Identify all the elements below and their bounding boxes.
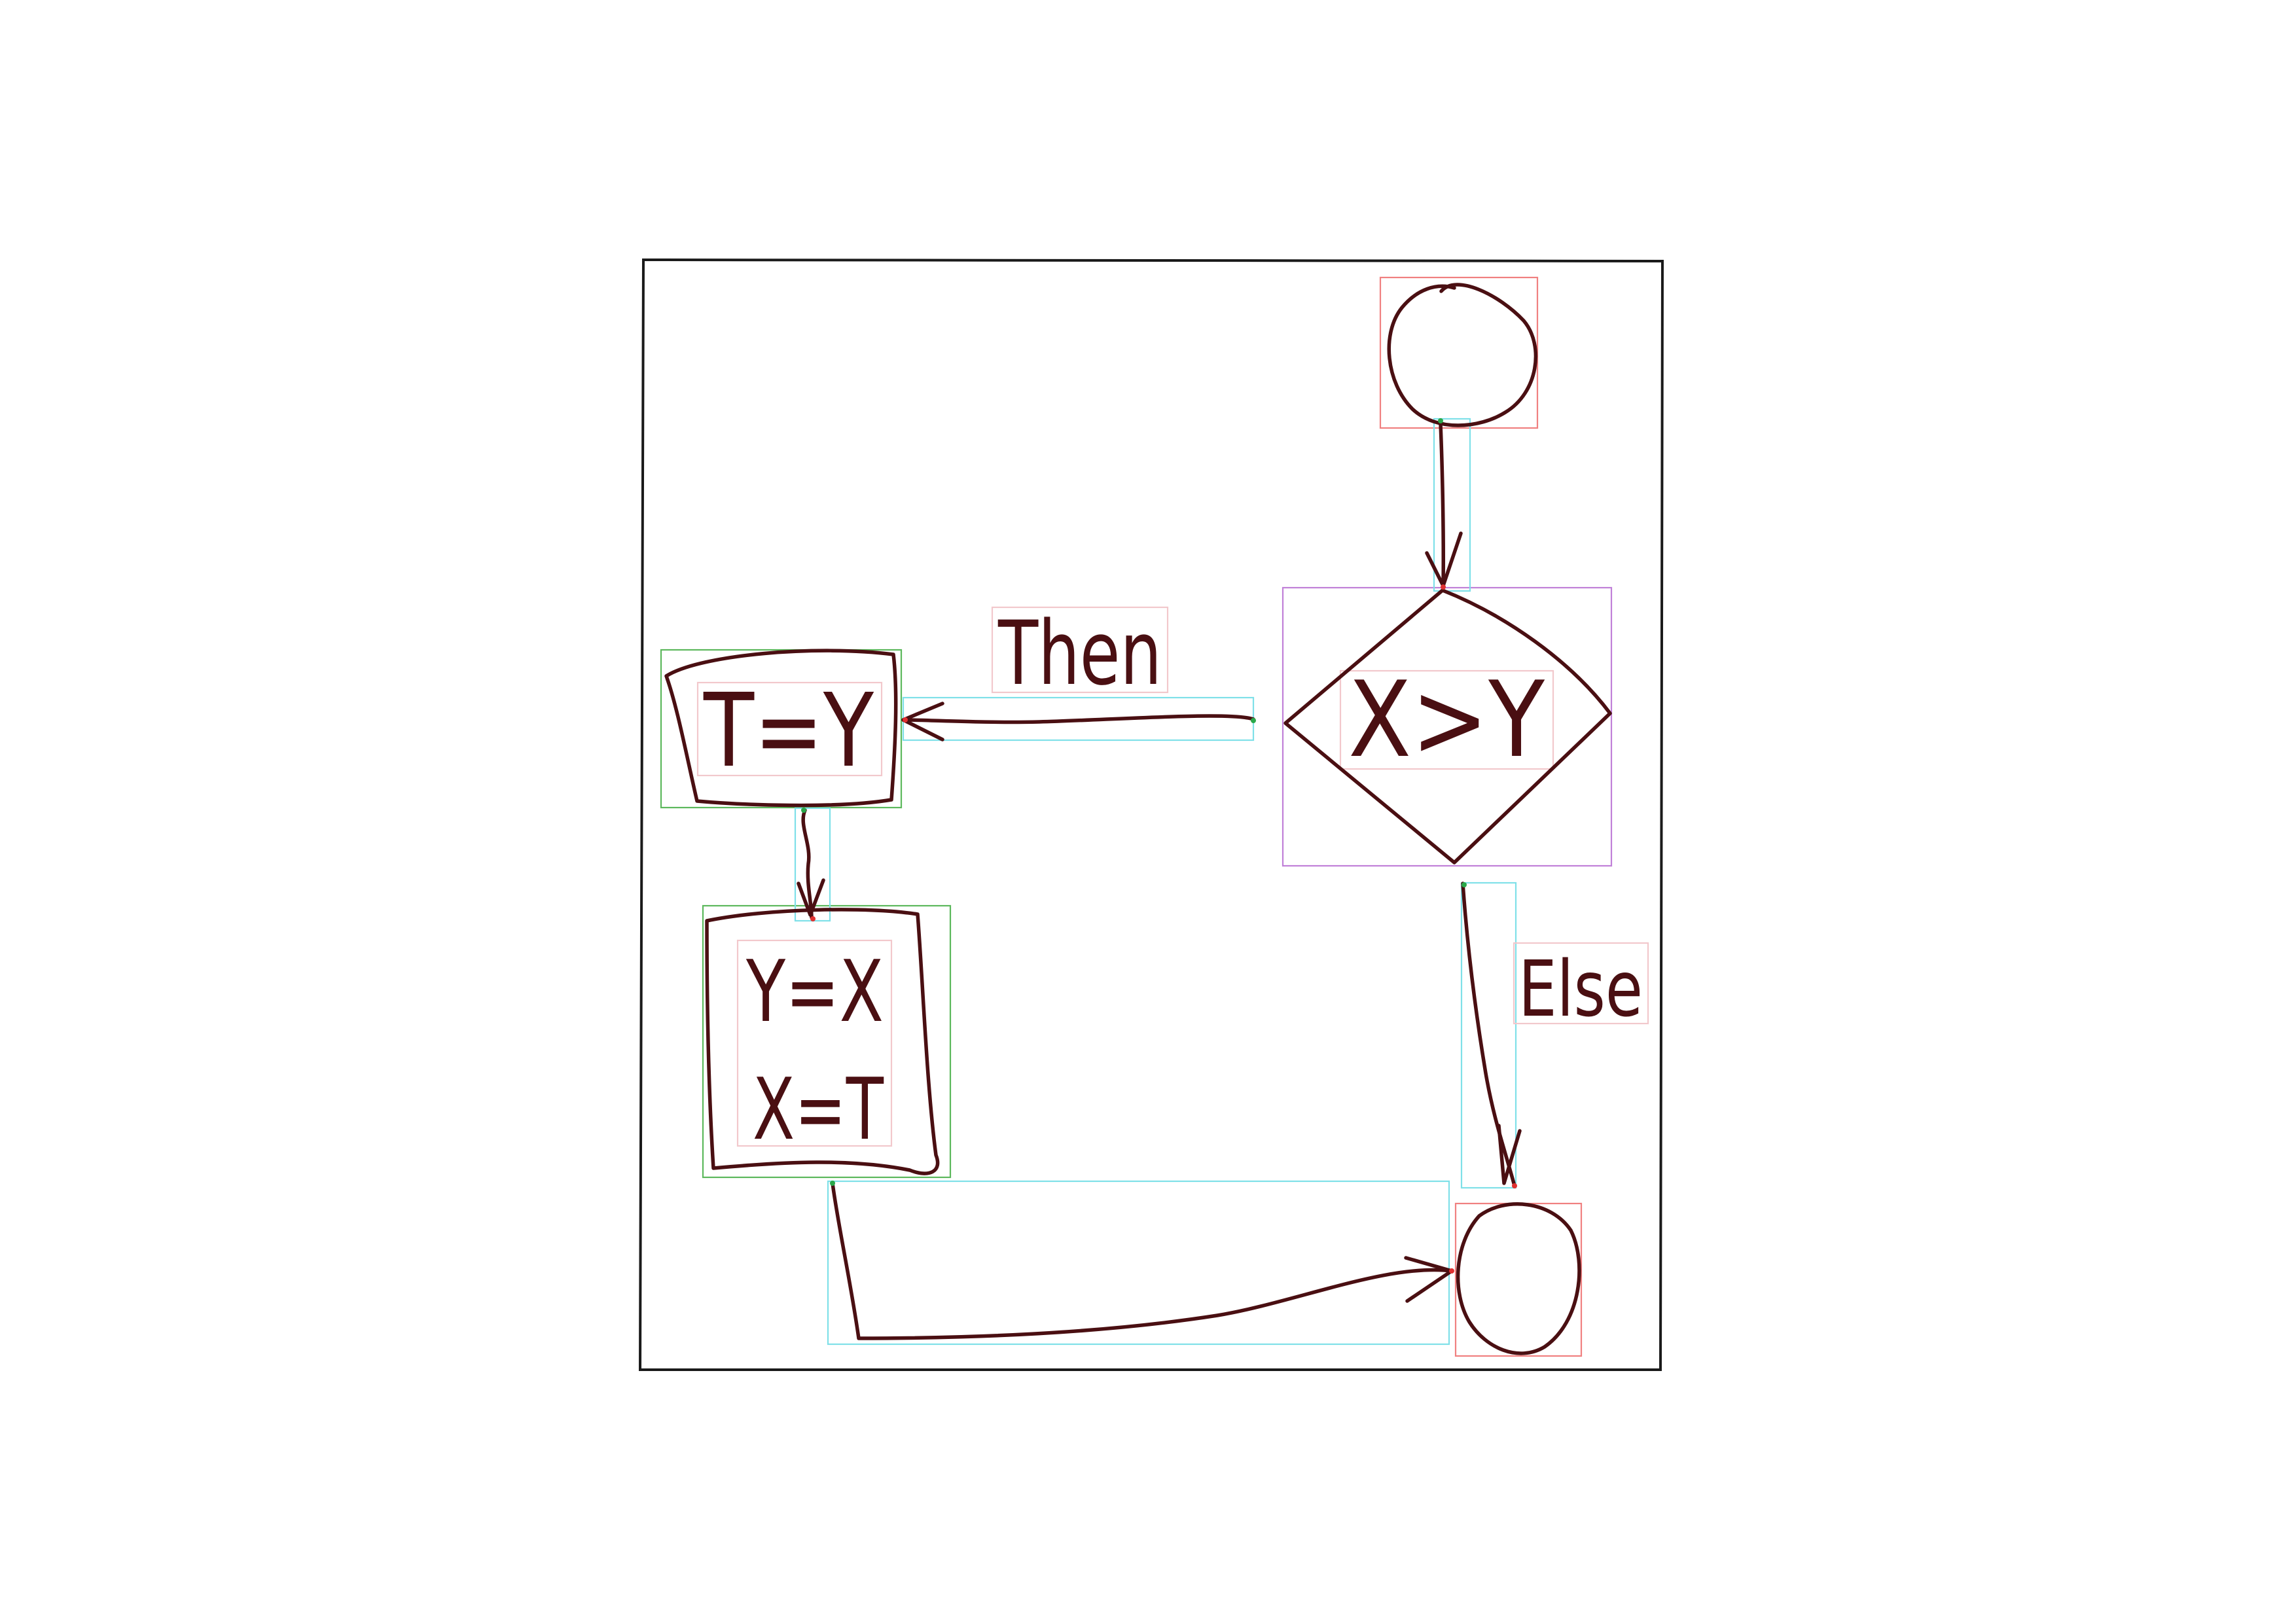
else-edge-label: Else [1518, 944, 1643, 1034]
process1-text-box [696, 681, 883, 777]
arrow-process2-to-end [831, 1181, 1454, 1340]
process2-text-box [736, 939, 893, 1147]
decision-node-diamond [1283, 588, 1612, 865]
process1-label: T=Y [703, 671, 874, 790]
arrow-process1-to-process2-head [797, 878, 825, 917]
arrow-decision-to-end [1461, 882, 1516, 1188]
process2-node-box [702, 904, 952, 1179]
process2-label-line2: X=T [753, 1060, 884, 1159]
arrow-process1-to-process2 [801, 808, 814, 919]
marker-dot [1251, 718, 1256, 723]
decision-node-box [1282, 586, 1613, 867]
marker-dot [1462, 882, 1467, 887]
marker-dot [830, 1181, 835, 1186]
else-label-box [1513, 942, 1649, 1025]
marker-dot [1441, 584, 1446, 590]
end-node-circle [1456, 1202, 1581, 1355]
arrow-decision-to-process1 [901, 714, 1255, 724]
marker-dot [801, 808, 806, 813]
decision-text-box [1339, 669, 1554, 770]
arrow-decision-to-end-head [1497, 1124, 1522, 1185]
marker-dot [810, 916, 816, 921]
marker-dot [1449, 1268, 1454, 1274]
process1-node-rect [664, 649, 898, 808]
process2-label-line1: Y=X [745, 942, 884, 1041]
annotation-boxes [660, 276, 1649, 1357]
arrow-process2-end-box [827, 1180, 1450, 1346]
outer-frame [638, 258, 1664, 1371]
end-node-box [1454, 1202, 1583, 1357]
decision-label: X>Y [1348, 658, 1545, 781]
process2-node-rect [705, 908, 940, 1175]
marker-dot [1438, 418, 1443, 423]
arrow-process2-to-end-head [1404, 1256, 1454, 1303]
then-edge-label: Then [997, 602, 1162, 705]
arrow-start-to-decision [1439, 422, 1446, 589]
marker-dot [1512, 1183, 1517, 1188]
arrow-start-decision-box [1433, 418, 1471, 592]
then-label-box [991, 606, 1169, 694]
marker-dot [903, 717, 908, 722]
process1-node-box [660, 649, 903, 809]
endpoint-markers [801, 418, 1517, 1274]
start-node-circle [1387, 283, 1538, 427]
arrow-decision-end-box [1460, 882, 1517, 1189]
